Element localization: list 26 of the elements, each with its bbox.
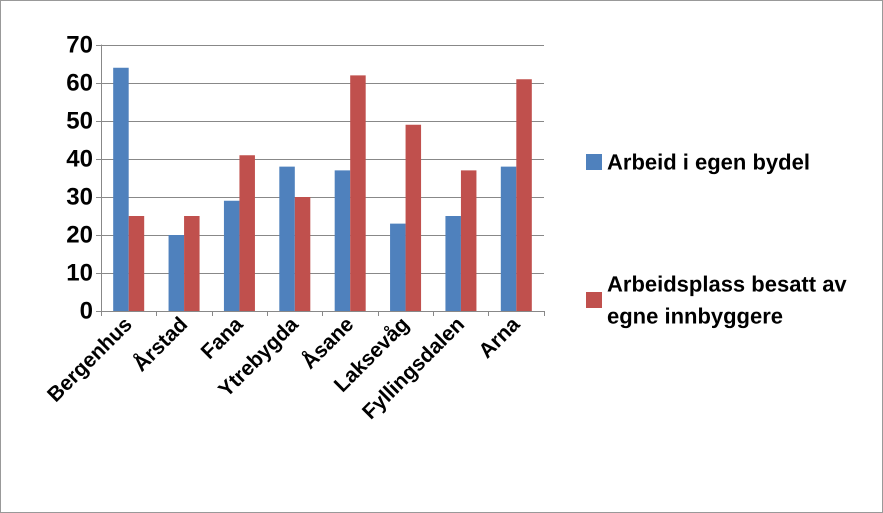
bar	[239, 155, 255, 311]
y-tick-label: 50	[66, 108, 93, 134]
bar	[460, 170, 476, 311]
legend-label: Arbeidsplass besatt av egne innbyggere	[607, 272, 853, 328]
bar	[500, 166, 516, 311]
bar	[184, 216, 200, 311]
y-tick-label: 0	[80, 298, 93, 324]
y-tick-label: 70	[66, 32, 93, 58]
bar	[113, 68, 129, 311]
y-tick-label: 60	[66, 70, 93, 96]
bar	[445, 216, 461, 311]
y-tick-label: 20	[66, 222, 93, 248]
y-tick-label: 30	[66, 184, 93, 210]
bar	[279, 166, 295, 311]
bar	[224, 200, 240, 311]
bar	[294, 197, 310, 311]
bar	[128, 216, 144, 311]
y-tick-label: 10	[66, 260, 93, 286]
bar	[390, 224, 406, 311]
bar	[334, 170, 350, 311]
bar	[516, 79, 532, 311]
bar	[350, 75, 366, 311]
bar	[168, 235, 184, 311]
legend-label: Arbeid i egen bydel	[607, 150, 810, 174]
y-tick-label: 40	[66, 146, 93, 172]
bar	[406, 124, 422, 311]
